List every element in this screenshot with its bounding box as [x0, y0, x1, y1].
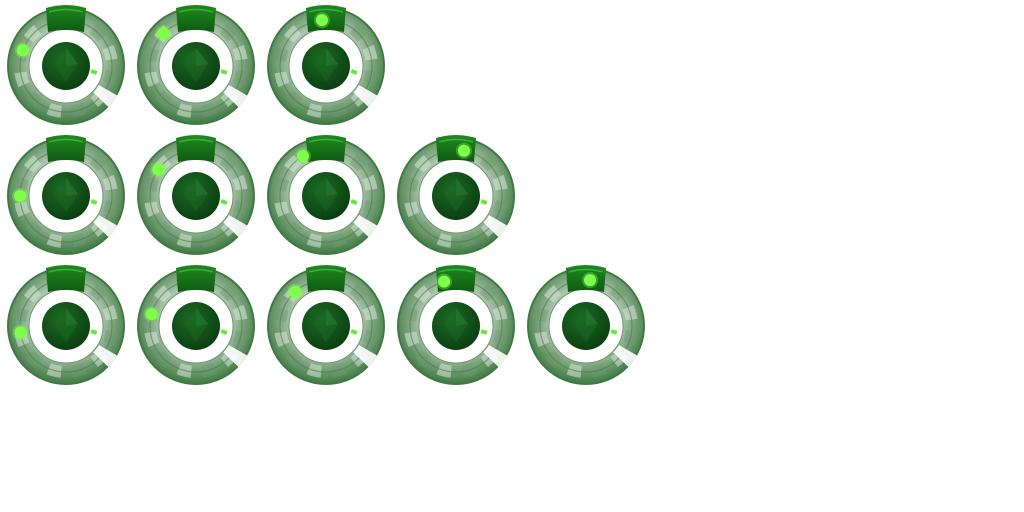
indicator-dot [14, 190, 26, 202]
dial-knob-icon [527, 265, 645, 385]
center-gem [302, 172, 350, 220]
dial-sprite-frame [394, 134, 518, 258]
tick-mark [220, 329, 228, 335]
ring-notch [613, 345, 638, 367]
dial-sprite-frame [264, 4, 388, 128]
ring-notch [223, 345, 248, 367]
ring-notch [223, 85, 248, 107]
indicator-dot [14, 326, 27, 339]
center-gem [432, 302, 480, 350]
dial-sprite-frame [4, 134, 128, 258]
indicator-dot [315, 14, 328, 27]
center-gem [302, 302, 350, 350]
dial-knob-icon [267, 265, 385, 385]
tick-mark [480, 329, 488, 335]
top-cap [46, 135, 86, 162]
tick-mark [350, 69, 358, 75]
center-gem [172, 172, 220, 220]
top-cap [46, 5, 86, 32]
indicator-dot [289, 285, 302, 298]
ring-notch [353, 85, 378, 107]
top-cap [176, 265, 216, 292]
dial-sprite-frame [264, 264, 388, 388]
tick-mark [90, 69, 98, 75]
dial-sprite-frame [134, 134, 258, 258]
ring-notch [483, 215, 508, 237]
ring-notch [353, 345, 378, 367]
ring-notch [93, 345, 118, 367]
ring-notch [353, 215, 378, 237]
tick-mark [610, 329, 618, 335]
dial-knob-icon [7, 265, 125, 385]
tick-mark [90, 329, 98, 335]
tick-mark [220, 199, 228, 205]
dial-sprite-frame [4, 264, 128, 388]
dial-knob-icon [397, 265, 515, 385]
dial-knob-icon [397, 135, 515, 255]
dial-knob-icon [137, 265, 255, 385]
ring-notch [93, 85, 118, 107]
dial-knob-icon [137, 135, 255, 255]
top-cap [46, 265, 86, 292]
top-cap [176, 135, 216, 162]
center-gem [42, 302, 90, 350]
indicator-dot [457, 144, 470, 157]
ring-notch [223, 215, 248, 237]
dial-sprite-frame [134, 264, 258, 388]
center-gem [562, 302, 610, 350]
ring-notch [93, 215, 118, 237]
indicator-dot [145, 308, 158, 321]
dial-knob-icon [7, 135, 125, 255]
dial-knob-icon [137, 5, 255, 125]
indicator-dot [16, 44, 29, 57]
indicator-dot [157, 27, 170, 40]
center-gem [172, 42, 220, 90]
tick-mark [90, 199, 98, 205]
tick-mark [480, 199, 488, 205]
dial-sprite-frame [394, 264, 518, 388]
dial-knob-icon [267, 135, 385, 255]
tick-mark [220, 69, 228, 75]
dial-sprite-frame [524, 264, 648, 388]
dial-sprite-frame [134, 4, 258, 128]
tick-mark [350, 199, 358, 205]
center-gem [42, 42, 90, 90]
dial-knob-icon [267, 5, 385, 125]
dial-knob-icon [7, 5, 125, 125]
indicator-dot [152, 163, 165, 176]
dial-sprite-frame [4, 4, 128, 128]
indicator-dot [438, 275, 451, 288]
center-gem [172, 302, 220, 350]
indicator-dot [297, 150, 309, 163]
center-gem [42, 172, 90, 220]
center-gem [432, 172, 480, 220]
top-cap [306, 265, 346, 292]
indicator-dot [584, 274, 597, 287]
center-gem [302, 42, 350, 90]
dial-sprite-frame [264, 134, 388, 258]
top-cap [176, 5, 216, 32]
ring-notch [483, 345, 508, 367]
tick-mark [350, 329, 358, 335]
top-cap [306, 135, 346, 162]
